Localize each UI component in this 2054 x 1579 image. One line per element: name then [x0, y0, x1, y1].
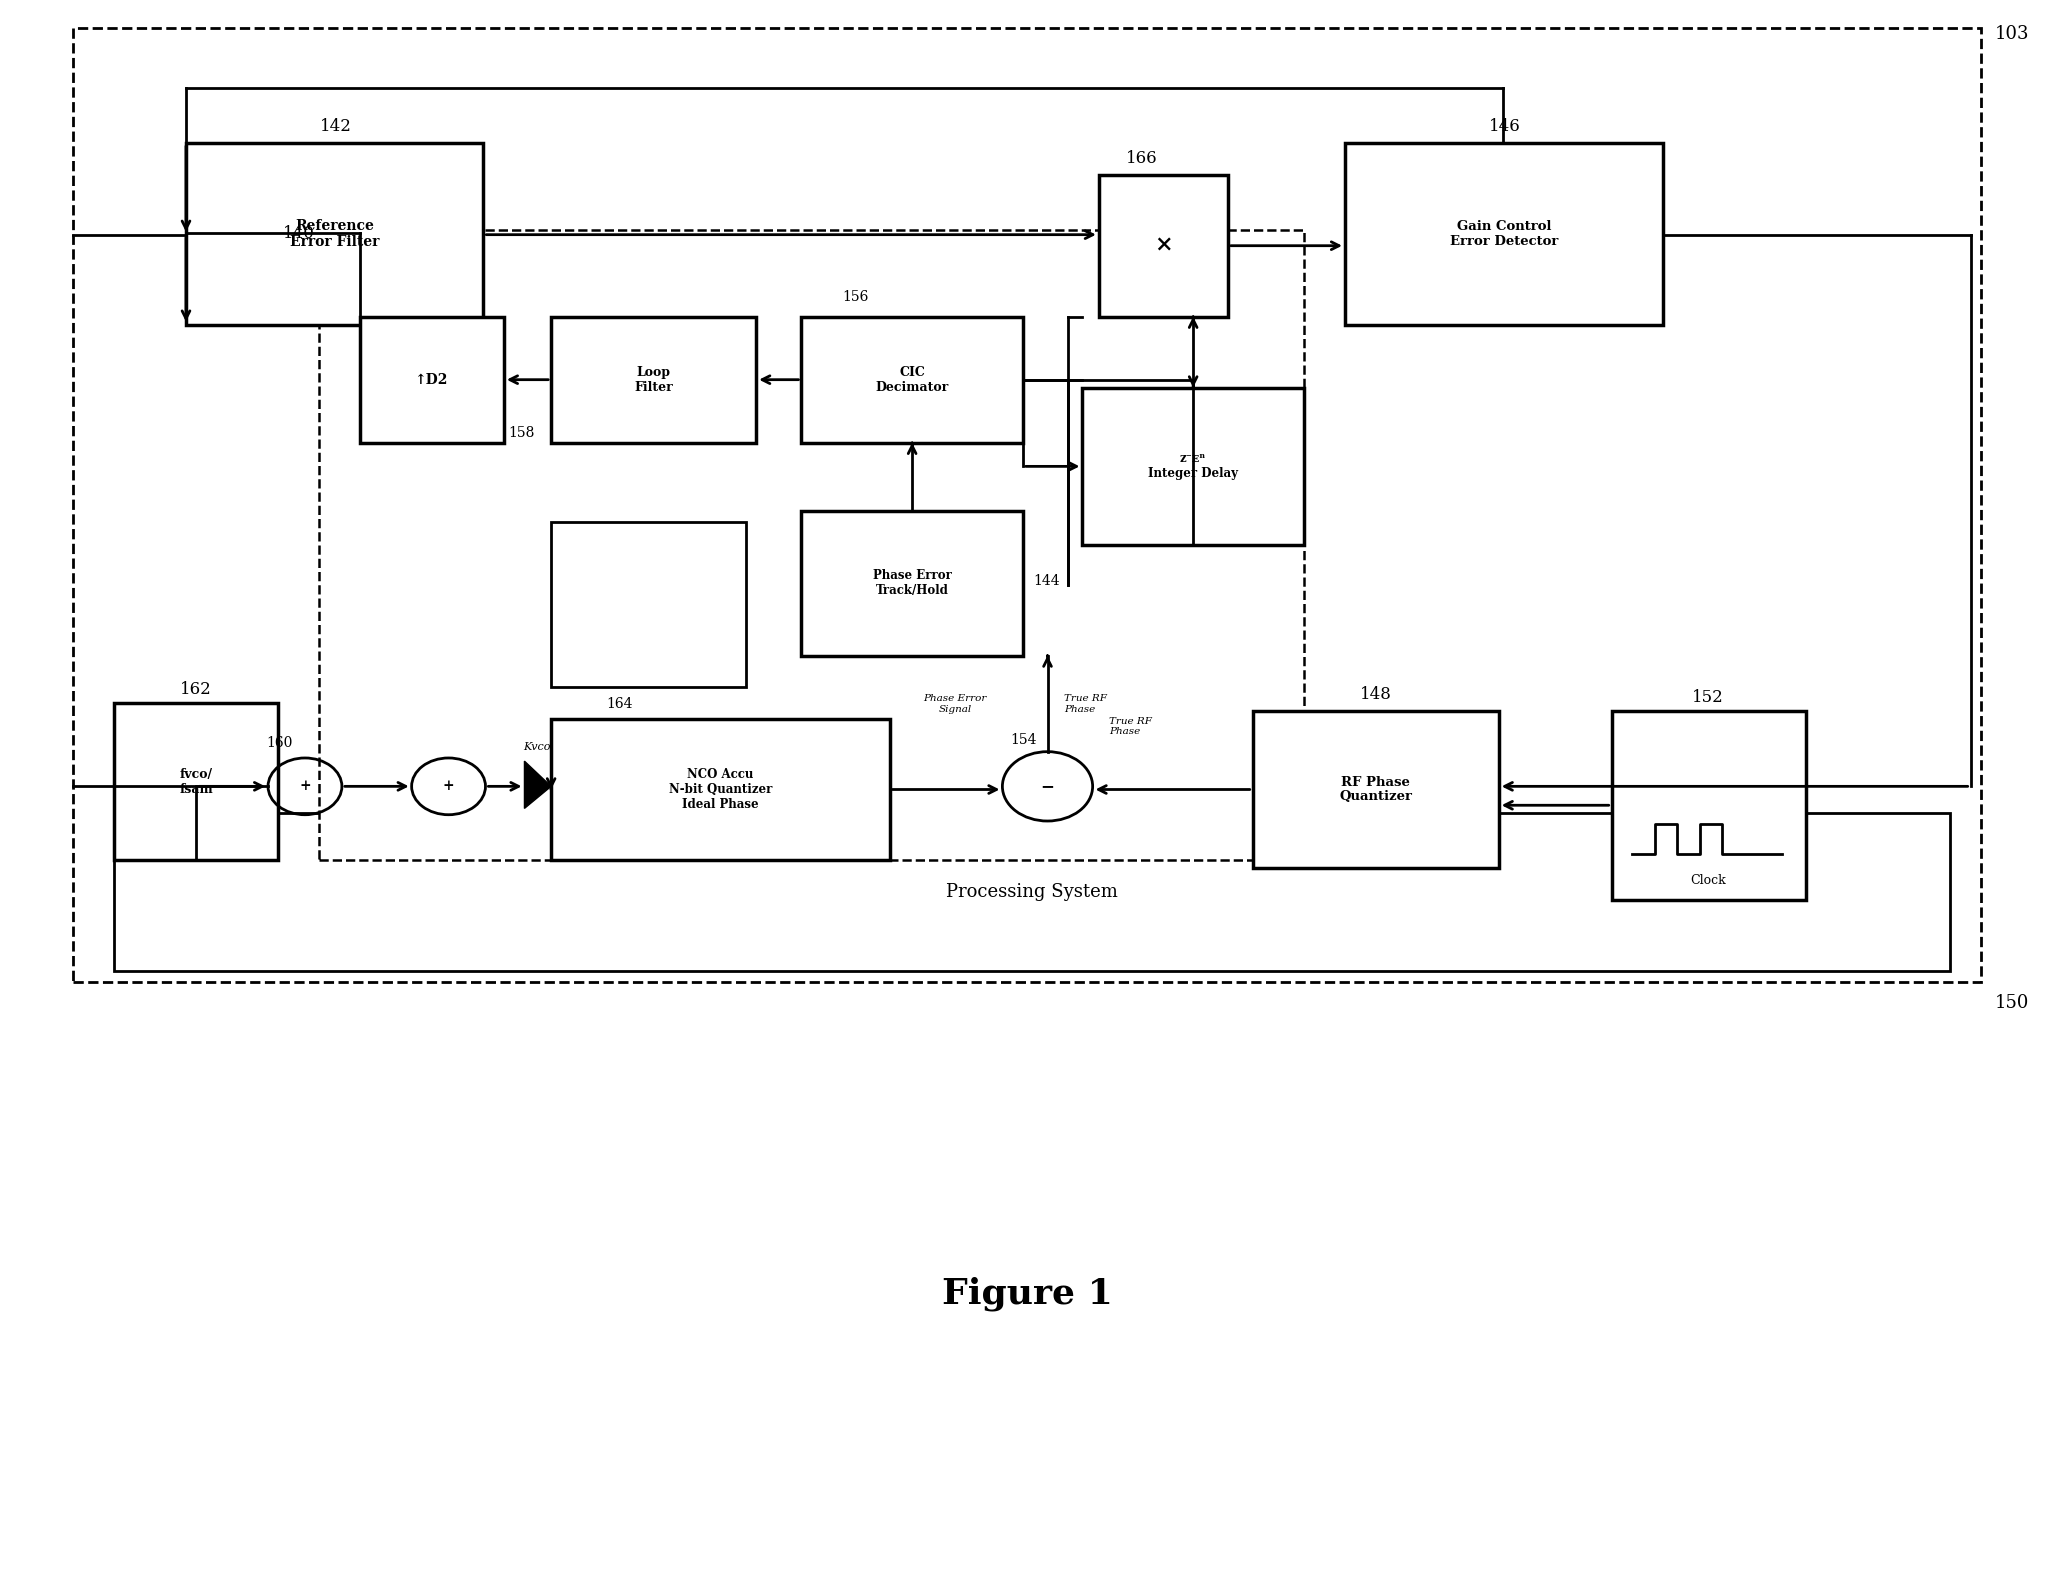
Text: Processing System: Processing System — [947, 883, 1117, 902]
Text: 146: 146 — [1489, 118, 1520, 136]
Text: Phase Error
Signal: Phase Error Signal — [924, 695, 986, 714]
Text: True RF
Phase: True RF Phase — [1064, 695, 1107, 714]
Text: 144: 144 — [1033, 573, 1060, 587]
FancyBboxPatch shape — [187, 144, 483, 325]
FancyBboxPatch shape — [1345, 144, 1664, 325]
FancyBboxPatch shape — [550, 718, 889, 861]
Text: True RF
Phase: True RF Phase — [1109, 717, 1152, 736]
FancyBboxPatch shape — [801, 510, 1023, 655]
Text: 142: 142 — [320, 118, 351, 136]
Text: Clock: Clock — [1690, 875, 1725, 887]
Text: Figure 1: Figure 1 — [941, 1277, 1113, 1311]
Text: CIC
Decimator: CIC Decimator — [875, 366, 949, 393]
Text: Reference
Error Filter: Reference Error Filter — [290, 219, 380, 249]
Text: Phase Error
Track/Hold: Phase Error Track/Hold — [873, 568, 951, 597]
Text: NCO Accu
N-bit Quantizer
Ideal Phase: NCO Accu N-bit Quantizer Ideal Phase — [670, 767, 772, 812]
Text: 152: 152 — [1692, 688, 1723, 706]
FancyBboxPatch shape — [1082, 387, 1304, 545]
Text: −: − — [1041, 778, 1054, 794]
Text: Loop
Filter: Loop Filter — [635, 366, 674, 393]
FancyBboxPatch shape — [115, 813, 1949, 971]
Text: 154: 154 — [1011, 733, 1037, 747]
FancyBboxPatch shape — [1253, 711, 1499, 868]
Polygon shape — [524, 761, 550, 808]
FancyBboxPatch shape — [550, 317, 756, 442]
Text: Gain Control
Error Detector: Gain Control Error Detector — [1450, 219, 1559, 248]
FancyBboxPatch shape — [550, 521, 746, 687]
FancyBboxPatch shape — [318, 231, 1304, 861]
Text: ↑D2: ↑D2 — [415, 373, 450, 387]
Text: z⁻ᴇⁿ
Integer Delay: z⁻ᴇⁿ Integer Delay — [1148, 452, 1239, 480]
Text: 103: 103 — [1994, 25, 2029, 43]
Text: 150: 150 — [1994, 995, 2029, 1012]
Text: 156: 156 — [842, 291, 869, 305]
FancyBboxPatch shape — [115, 703, 277, 861]
Text: 140: 140 — [283, 226, 314, 242]
FancyBboxPatch shape — [1099, 175, 1228, 317]
FancyBboxPatch shape — [801, 317, 1023, 442]
Text: 158: 158 — [507, 426, 534, 439]
Text: +: + — [300, 780, 310, 793]
Text: ×: × — [1154, 235, 1173, 257]
Text: RF Phase
Quantizer: RF Phase Quantizer — [1339, 775, 1413, 804]
Text: 160: 160 — [267, 736, 292, 750]
Text: 148: 148 — [1360, 685, 1393, 703]
FancyBboxPatch shape — [74, 28, 1980, 982]
Text: Kvco: Kvco — [524, 742, 550, 752]
FancyBboxPatch shape — [1612, 711, 1805, 900]
Text: 162: 162 — [181, 681, 212, 698]
Text: 164: 164 — [606, 696, 633, 711]
Text: fvco/
fsam: fvco/ fsam — [179, 767, 214, 796]
FancyBboxPatch shape — [359, 317, 503, 442]
Text: 166: 166 — [1126, 150, 1158, 167]
Text: +: + — [444, 780, 454, 793]
